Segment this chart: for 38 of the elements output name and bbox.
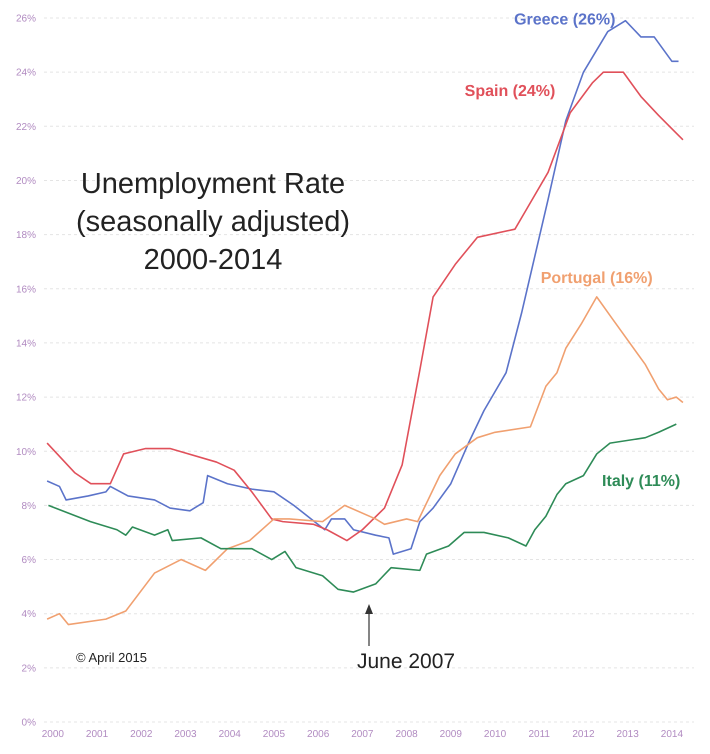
y-tick-label: 10% xyxy=(16,446,36,458)
y-tick-label: 20% xyxy=(16,176,36,188)
y-tick-label: 24% xyxy=(16,68,36,79)
x-tick-label: 2010 xyxy=(484,729,507,740)
series-label: Italy (11%) xyxy=(602,473,680,490)
line-series xyxy=(46,296,684,626)
annotation: © April 2015 xyxy=(76,650,148,665)
x-tick-label: 2011 xyxy=(528,729,550,740)
x-tick-label: 2009 xyxy=(440,729,462,740)
x-tick-label: 2003 xyxy=(174,729,198,740)
x-tick-label: 2001 xyxy=(86,729,109,740)
x-tick-label: 2000 xyxy=(42,729,64,740)
y-tick-label: 26% xyxy=(16,14,36,25)
y-tick-label: 0% xyxy=(22,718,36,729)
series-label: Spain (24%) xyxy=(464,83,556,100)
y-tick-label: 6% xyxy=(22,555,36,566)
x-tick-label: 2014 xyxy=(660,729,684,740)
x-tick-label: 2013 xyxy=(616,729,640,740)
y-tick-label: 2% xyxy=(22,663,36,674)
x-tick-label: 2005 xyxy=(262,729,286,740)
series-label: Portugal (16%) xyxy=(540,270,653,287)
x-tick-label: 2012 xyxy=(572,729,596,740)
line-series xyxy=(48,423,678,593)
y-tick-label: 22% xyxy=(16,122,36,133)
y-tick-label: 14% xyxy=(16,338,36,350)
text: Unemployment Rate (seasonally adjusted) 2000-2014 xyxy=(76,168,350,276)
x-tick-label: 2006 xyxy=(307,729,330,740)
x-tick-label: 2008 xyxy=(395,729,418,740)
x-tick-label: 2002 xyxy=(130,729,153,740)
y-tick-label: 4% xyxy=(22,609,36,620)
y-tick-label: 12% xyxy=(16,392,36,404)
y-tick-label: 18% xyxy=(16,230,36,242)
series-label: Greece (26%) xyxy=(514,12,616,29)
annotation: June 2007 xyxy=(357,650,456,673)
x-tick-label: 2007 xyxy=(351,729,374,740)
y-tick-label: 8% xyxy=(22,500,36,512)
x-tick-label: 2004 xyxy=(218,729,242,740)
y-tick-label: 16% xyxy=(16,284,36,296)
